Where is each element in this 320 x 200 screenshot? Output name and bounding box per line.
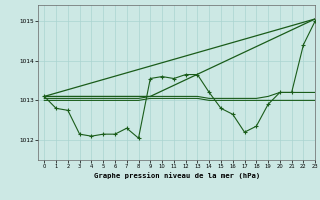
X-axis label: Graphe pression niveau de la mer (hPa): Graphe pression niveau de la mer (hPa)	[94, 172, 260, 179]
